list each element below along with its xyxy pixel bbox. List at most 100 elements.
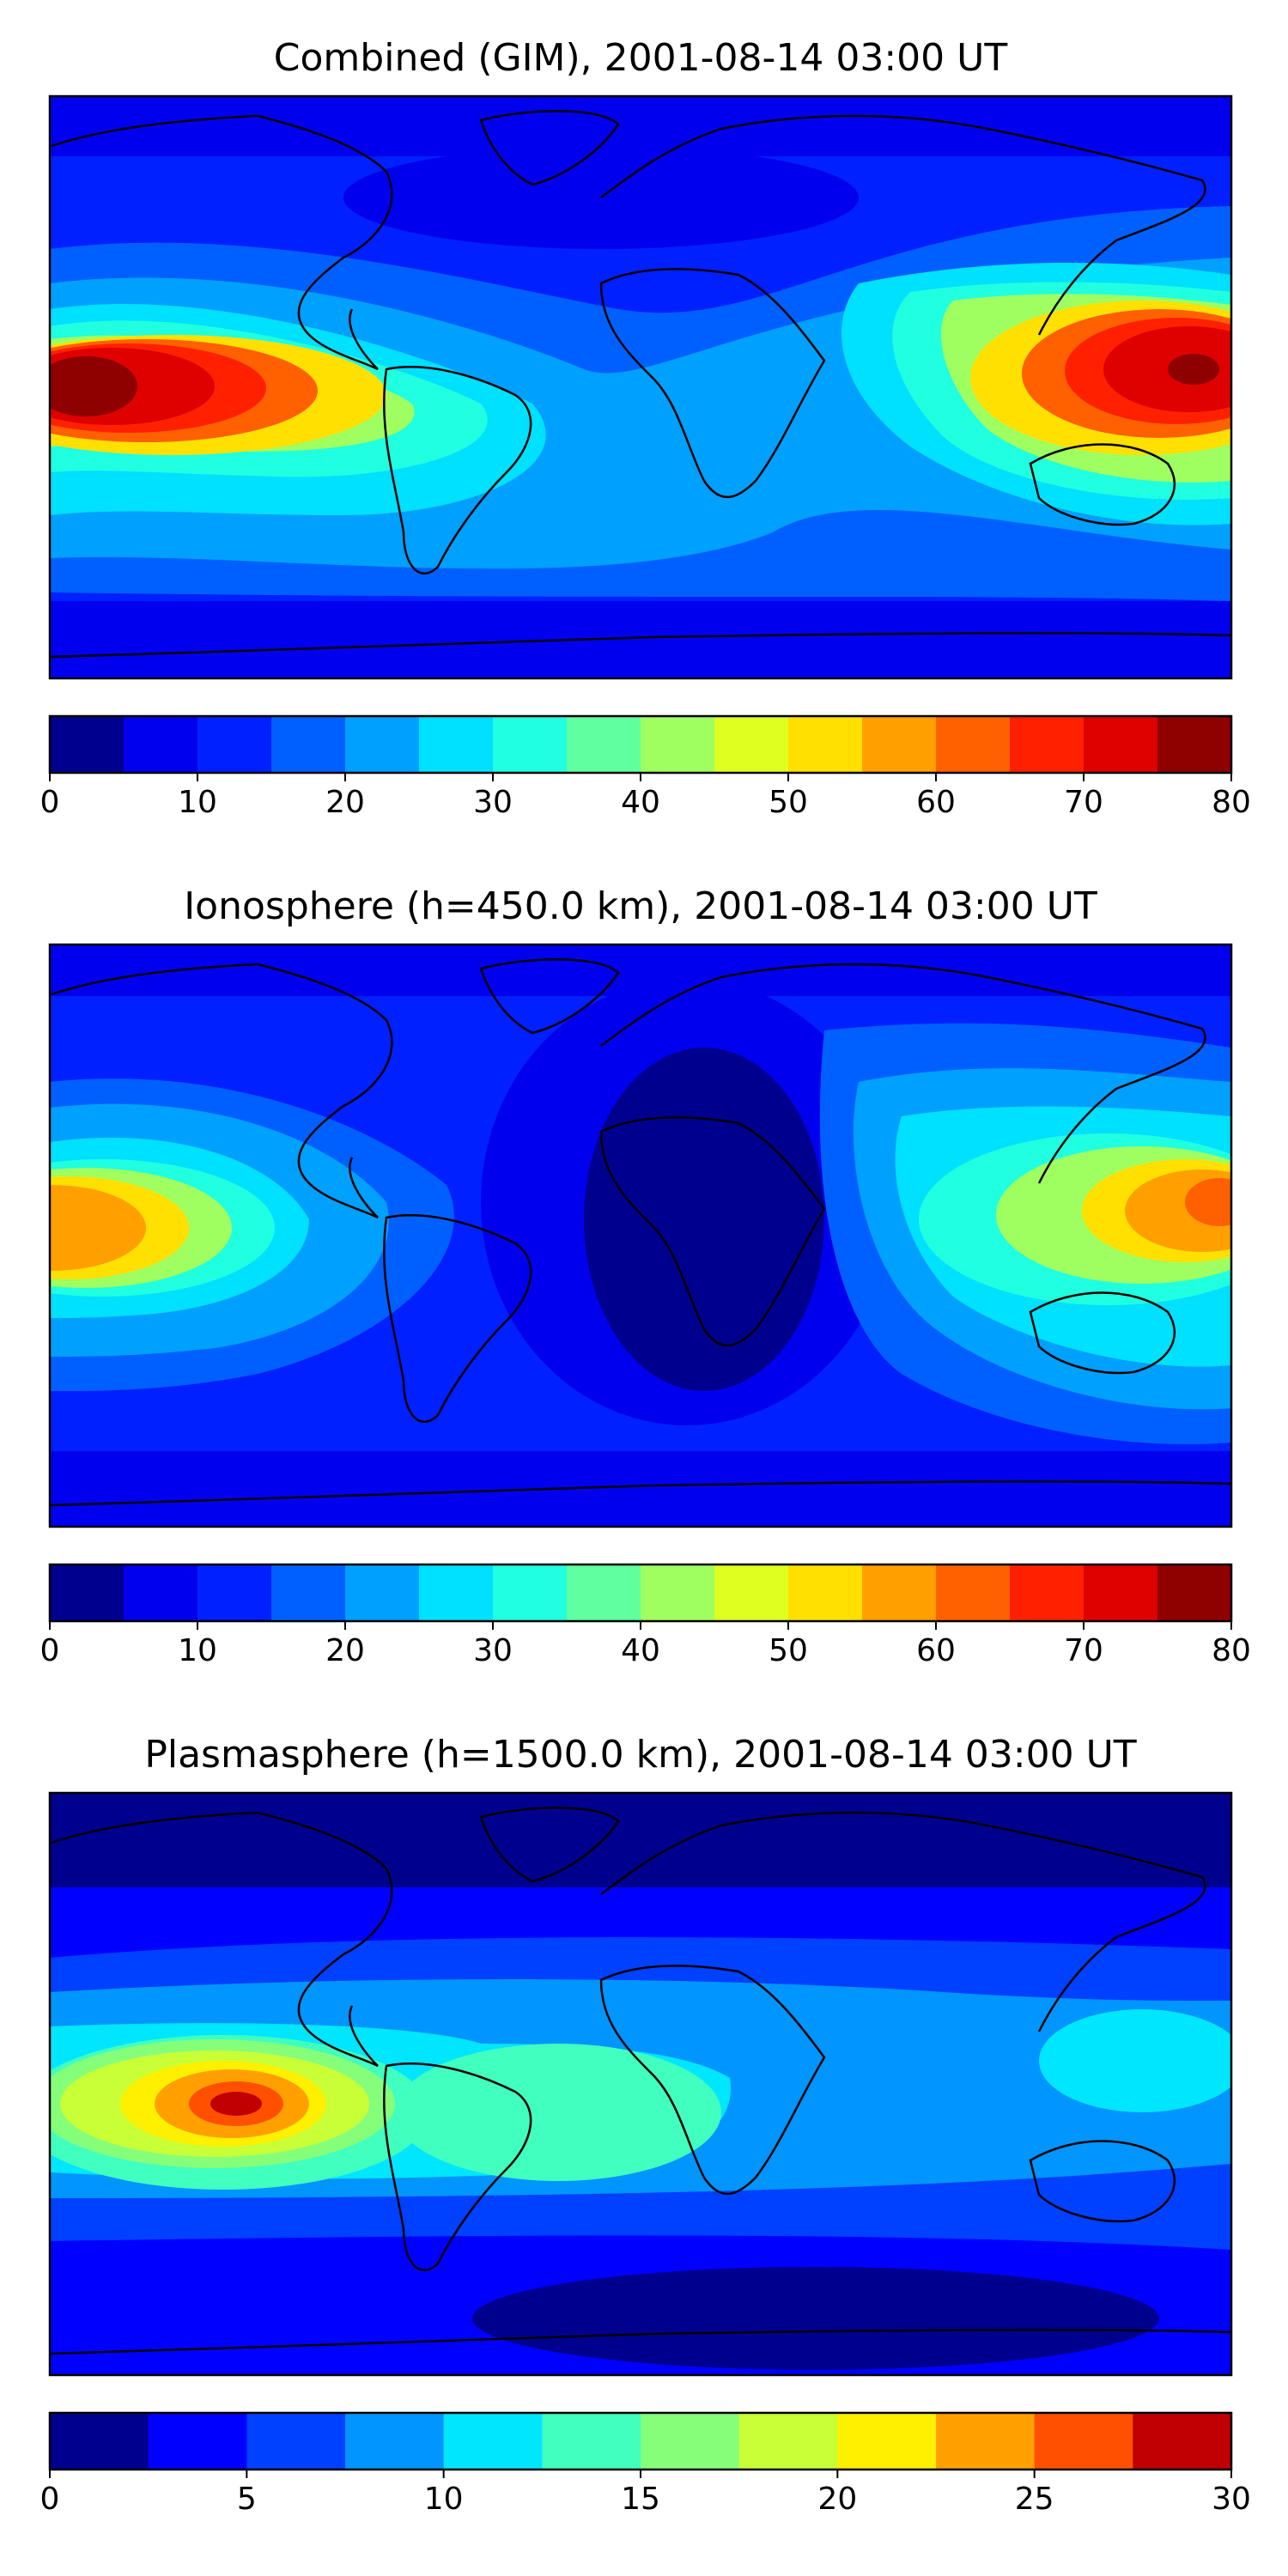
colorbar-tick-label: 10 — [424, 2482, 464, 2517]
colorbar-segment — [124, 716, 198, 773]
colorbar-blocks — [50, 1564, 1232, 1621]
colorbar-segment — [542, 2413, 641, 2470]
colorbar-segment — [419, 1564, 494, 1621]
panel-title: Plasmasphere (h=1500.0 km), 2001-08-14 0… — [144, 1733, 1136, 1777]
coastline-north-america — [51, 114, 393, 371]
colorbar-segment — [124, 1564, 198, 1621]
colorbar-segment — [271, 716, 346, 773]
coastline-north-america — [51, 1811, 393, 2068]
colorbar-segment — [197, 716, 272, 773]
colorbar-tick-label: 0 — [40, 2482, 60, 2517]
colorbar-segment — [50, 716, 125, 773]
coastline-greenland — [479, 1807, 620, 1883]
contour-atlantic-deep — [584, 1048, 824, 1391]
panel-combined: Combined (GIM), 2001-08-14 03:00 UT — [40, 36, 1251, 820]
colorbar-segment — [345, 716, 420, 773]
colorbar-tick-label: 30 — [473, 1633, 513, 1668]
coastline-greenland — [479, 958, 620, 1035]
colorbar-segment — [788, 716, 863, 773]
colorbar-segment — [641, 2413, 740, 2470]
coastline-europe-asia — [600, 114, 1206, 336]
colorbar-tick-label: 20 — [325, 1633, 365, 1668]
colorbar-ticks: 0 10 20 30 40 50 60 70 80 — [40, 1621, 1251, 1668]
colorbar-segment — [1157, 716, 1232, 773]
colorbar: 0 5 10 15 20 25 30 — [40, 2411, 1251, 2517]
colorbar-segment — [862, 1564, 937, 1621]
colorbar-tick-label: 40 — [621, 1633, 660, 1668]
coastline-australia — [1029, 1291, 1176, 1375]
coastline-australia — [1029, 2140, 1176, 2223]
contour-level-5 — [395, 2044, 721, 2181]
coastline-antarctica — [50, 632, 1231, 659]
colorbar-segment — [197, 1564, 272, 1621]
colorbar-segment — [246, 2413, 346, 2470]
colorbar-segment — [1157, 1564, 1232, 1621]
colorbar-segment — [936, 1564, 1011, 1621]
colorbar-segment — [419, 716, 494, 773]
colorbar-segment — [936, 2413, 1036, 2470]
colorbar-blocks — [50, 716, 1232, 773]
coastline-europe-asia — [600, 1811, 1206, 2032]
colorbar-tick-label: 80 — [1212, 1633, 1251, 1668]
colorbar-segment — [641, 716, 715, 773]
colorbar-segment — [1010, 1564, 1084, 1621]
colorbar-tick-label: 10 — [178, 785, 217, 820]
colorbar-segment — [1084, 1564, 1158, 1621]
coastline-south-america — [383, 2063, 532, 2271]
colorbar-segment — [837, 2413, 937, 2470]
contour-south-low — [472, 2267, 1159, 2370]
colorbar: 0 10 20 30 40 50 60 70 80 — [40, 714, 1251, 820]
contour-polar-north — [50, 1793, 1231, 1887]
panel-plasmasphere: Plasmasphere (h=1500.0 km), 2001-08-14 0… — [40, 1733, 1251, 2517]
colorbar-tick-label: 70 — [1064, 785, 1103, 820]
colorbar-tick-label: 60 — [916, 785, 956, 820]
colorbar-tick-label: 30 — [1212, 2482, 1251, 2517]
colorbar-tick-label: 20 — [817, 2482, 857, 2517]
map-area — [50, 945, 1231, 1527]
coastline-africa — [599, 1965, 826, 2195]
colorbar-ticks: 0 10 20 30 40 50 60 70 80 — [40, 773, 1251, 820]
colorbar-segment — [50, 1564, 125, 1621]
coastline-south-america — [383, 1214, 532, 1423]
colorbar-tick-label: 0 — [40, 1633, 60, 1668]
contour-level-11 — [50, 1185, 146, 1271]
colorbar-tick-label: 15 — [621, 2482, 660, 2517]
panel-ionosphere: Ionosphere (h=450.0 km), 2001-08-14 03:0… — [40, 884, 1251, 1668]
colorbar-segment — [714, 716, 789, 773]
colorbar-tick-label: 30 — [473, 785, 513, 820]
map-area — [50, 96, 1231, 678]
colorbar-tick-label: 50 — [769, 785, 808, 820]
colorbar-tick-label: 80 — [1212, 785, 1251, 820]
coastline-north-america — [51, 963, 393, 1219]
colorbar-segment — [148, 2413, 247, 2470]
coastline-africa — [599, 268, 826, 498]
colorbar-ticks: 0 5 10 15 20 25 30 — [40, 2470, 1251, 2517]
contour-level-4-east — [1039, 2009, 1231, 2112]
colorbar-segment — [493, 1564, 568, 1621]
colorbar-segment — [788, 1564, 863, 1621]
colorbar-tick-label: 50 — [769, 1633, 808, 1668]
colorbar-segment — [345, 1564, 420, 1621]
colorbar-tick-label: 60 — [916, 1633, 956, 1668]
coastline-antarctica — [50, 1480, 1231, 1507]
colorbar-tick-label: 0 — [40, 785, 60, 820]
colorbar-segment — [443, 2413, 543, 2470]
coastline-africa — [599, 1116, 826, 1346]
colorbar-tick-label: 10 — [178, 1633, 217, 1668]
colorbar-segment — [567, 1564, 641, 1621]
contour-level-14-east — [1103, 326, 1231, 412]
colorbar-segment — [1010, 716, 1084, 773]
colorbar-segment — [1084, 716, 1158, 773]
colorbar-tick-label: 25 — [1015, 2482, 1054, 2517]
contour-polar-south — [50, 1451, 1231, 1527]
contour-polar-north — [50, 96, 1231, 156]
colorbar-blocks — [50, 2413, 1232, 2470]
colorbar-segment — [50, 2413, 149, 2470]
map-frame — [48, 943, 1233, 1528]
contour-level-11 — [210, 2092, 262, 2116]
coastline-south-america — [383, 366, 532, 574]
contour-polar-south — [50, 601, 1231, 678]
contour-level-12-east — [1185, 1178, 1231, 1226]
colorbar-segment — [1034, 2413, 1133, 2470]
panel-title: Combined (GIM), 2001-08-14 03:00 UT — [274, 36, 1008, 80]
